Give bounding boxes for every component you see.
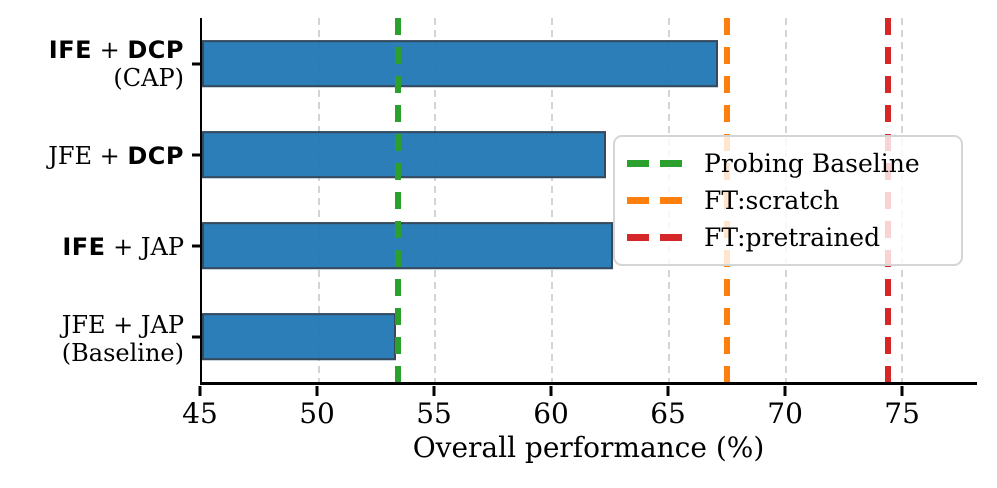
- x-tick-mark: [549, 386, 553, 396]
- x-tick-mark: [783, 386, 787, 396]
- legend-label: FT:scratch: [704, 186, 840, 215]
- y-tick-mark: [192, 62, 202, 65]
- x-tick-mark: [432, 386, 436, 396]
- y-category-label: JFE + JAP (Baseline): [0, 311, 184, 367]
- label-segment: + JAP: [105, 233, 184, 262]
- gridline: [317, 18, 320, 382]
- gridline: [551, 18, 554, 382]
- label-segment-bold: DCP: [127, 35, 184, 64]
- label-segment: JFE +: [48, 141, 128, 170]
- x-tick-label: 70: [767, 397, 803, 430]
- x-axis: 45 50 55 60 65 70 75: [182, 385, 977, 440]
- plot-area: [192, 18, 977, 385]
- legend-label: Probing Baseline: [704, 149, 920, 178]
- y-category-label-line2: (CAP): [113, 63, 184, 92]
- bar-jfe-dcp: [202, 130, 606, 179]
- x-tick-label: 65: [650, 397, 686, 430]
- gridline: [434, 18, 437, 382]
- legend-dashed-line-sample: [627, 160, 682, 167]
- x-tick-label: 75: [884, 397, 920, 430]
- bar-ife-dcp-cap-: [202, 39, 718, 88]
- y-category-label-line1: IFE + DCP: [0, 36, 184, 64]
- x-tick-mark: [198, 386, 202, 396]
- vline-probing-baseline: [395, 18, 402, 382]
- y-category-label-line2: (Baseline): [61, 339, 184, 368]
- x-tick-mark: [666, 386, 670, 396]
- legend-item-probing-baseline: Probing Baseline: [627, 149, 955, 178]
- legend-item-ft-scratch: FT:scratch: [627, 186, 955, 215]
- y-tick-mark: [192, 244, 202, 247]
- bar-jfe-jap-baseline-: [202, 312, 396, 361]
- x-tick-label: 45: [182, 397, 218, 430]
- y-tick-mark: [192, 335, 202, 338]
- y-category-label-line1: IFE + JAP: [0, 233, 184, 261]
- bar-ife-jap: [202, 221, 613, 270]
- x-tick-mark: [315, 386, 319, 396]
- y-axis-category-labels: IFE + DCP (CAP) JFE + DCP IFE + JAP JFE + JA…: [0, 18, 184, 385]
- bars-layer: [202, 18, 977, 382]
- y-category-label: IFE + DCP (CAP): [0, 36, 184, 92]
- x-tick-label: 60: [533, 397, 569, 430]
- y-category-label-line1: JFE + JAP: [0, 311, 184, 339]
- legend-item-ft-pretrained: FT:pretrained: [627, 223, 955, 252]
- y-ticks-layer: [192, 18, 977, 382]
- y-tick-mark: [192, 153, 202, 156]
- label-segment-bold: IFE: [62, 233, 106, 262]
- y-category-label: IFE + JAP: [0, 233, 184, 261]
- x-tick-label: 55: [416, 397, 452, 430]
- x-tick-label: 50: [299, 397, 335, 430]
- label-segment: JFE + JAP: [61, 311, 184, 340]
- x-tick-mark: [900, 386, 904, 396]
- legend-dashed-line-sample: [627, 234, 682, 241]
- label-segment-bold: IFE: [48, 35, 92, 64]
- x-axis-title: Overall performance (%): [412, 431, 765, 464]
- y-category-label-line1: JFE + DCP: [0, 142, 184, 170]
- legend-dashed-line-sample: [627, 197, 682, 204]
- legend-box: Probing Baseline FT:scratch FT:pretrained: [613, 135, 963, 266]
- legend-label: FT:pretrained: [704, 223, 881, 252]
- label-segment-bold: DCP: [127, 141, 184, 170]
- y-category-label: JFE + DCP: [0, 142, 184, 170]
- label-segment: +: [92, 35, 128, 64]
